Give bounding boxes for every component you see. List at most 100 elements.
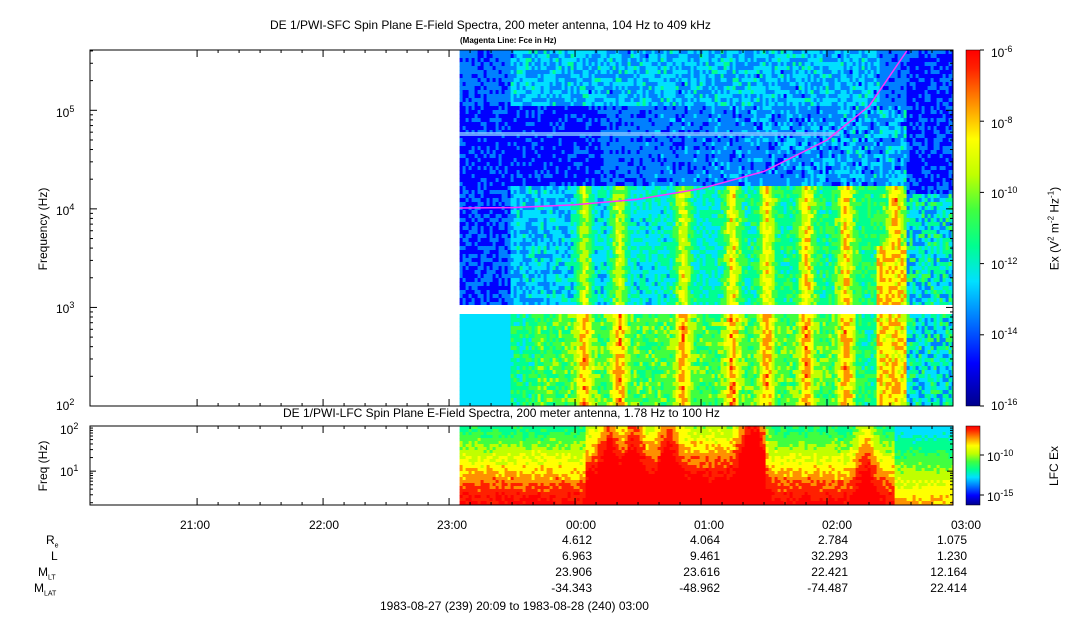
sfc-pixel	[603, 190, 608, 195]
sfc-pixel	[588, 246, 593, 251]
sfc-pixel	[564, 270, 569, 275]
sfc-pixel	[582, 114, 587, 119]
sfc-pixel	[549, 370, 554, 375]
sfc-pixel	[510, 126, 515, 131]
sfc-pixel	[528, 162, 533, 167]
sfc-pixel	[474, 178, 479, 183]
sfc-pixel	[579, 90, 584, 95]
sfc-pixel	[465, 138, 470, 143]
sfc-pixel	[468, 54, 473, 59]
sfc-pixel	[468, 334, 473, 339]
sfc-pixel	[540, 114, 545, 119]
sfc-pixel	[537, 142, 542, 147]
sfc-pixel	[555, 314, 560, 319]
sfc-pixel	[501, 322, 506, 327]
sfc-pixel	[459, 362, 464, 367]
sfc-pixel	[615, 382, 620, 387]
sfc-pixel	[531, 194, 536, 199]
sfc-pixel	[462, 58, 467, 63]
sfc-pixel	[522, 98, 527, 103]
sfc-pixel	[504, 298, 509, 303]
sfc-pixel	[534, 254, 539, 259]
sfc-pixel	[522, 218, 527, 223]
sfc-pixel	[495, 74, 500, 79]
sfc-pixel	[519, 342, 524, 347]
sfc-pixel	[570, 82, 575, 87]
sfc-pixel	[573, 62, 578, 67]
sfc-pixel	[528, 186, 533, 191]
sfc-pixel	[468, 154, 473, 159]
sfc-pixel	[573, 334, 578, 339]
sfc-pixel	[609, 126, 614, 131]
sfc-pixel	[603, 186, 608, 191]
sfc-pixel	[573, 314, 578, 319]
sfc-pixel	[543, 318, 548, 323]
sfc-pixel	[591, 338, 596, 343]
sfc-pixel	[525, 182, 530, 187]
sfc-pixel	[468, 94, 473, 99]
sfc-pixel	[588, 86, 593, 91]
sfc-pixel	[606, 234, 611, 239]
sfc-pixel	[492, 194, 497, 199]
sfc-pixel	[549, 238, 554, 243]
sfc-pixel	[519, 398, 524, 403]
sfc-pixel	[588, 322, 593, 327]
sfc-pixel	[630, 66, 635, 71]
sfc-pixel	[597, 238, 602, 243]
sfc-pixel	[567, 258, 572, 263]
sfc-pixel	[522, 146, 527, 151]
sfc-pixel	[531, 334, 536, 339]
sfc-pixel	[495, 166, 500, 171]
sfc-pixel	[525, 122, 530, 127]
sfc-pixel	[612, 286, 617, 291]
sfc-pixel	[537, 134, 542, 139]
sfc-pixel	[471, 338, 476, 343]
sfc-pixel	[501, 362, 506, 367]
sfc-pixel	[507, 290, 512, 295]
sfc-pixel	[549, 262, 554, 267]
sfc-pixel	[630, 58, 635, 63]
sfc-pixel	[621, 262, 626, 267]
sfc-pixel	[492, 398, 497, 403]
sfc-pixel	[606, 62, 611, 67]
sfc-pixel	[462, 158, 467, 163]
sfc-pixel	[627, 278, 632, 283]
sfc-pixel	[519, 378, 524, 383]
sfc-pixel	[582, 146, 587, 151]
sfc-pixel	[627, 226, 632, 231]
sfc-pixel	[612, 314, 617, 319]
sfc-pixel	[567, 390, 572, 395]
sfc-pixel	[564, 250, 569, 255]
sfc-pixel	[612, 198, 617, 203]
sfc-pixel	[471, 262, 476, 267]
sfc-pixel	[480, 178, 485, 183]
sfc-pixel	[471, 246, 476, 251]
sfc-pixel	[579, 98, 584, 103]
sfc-pixel	[534, 238, 539, 243]
sfc-pixel	[564, 66, 569, 71]
sfc-pixel	[546, 238, 551, 243]
sfc-pixel	[492, 350, 497, 355]
sfc-pixel	[567, 114, 572, 119]
sfc-pixel	[525, 378, 530, 383]
sfc-pixel	[561, 398, 566, 403]
sfc-pixel	[579, 258, 584, 263]
sfc-pixel	[624, 222, 629, 227]
sfc-pixel	[540, 374, 545, 379]
sfc-pixel	[576, 118, 581, 123]
sfc-pixel	[615, 182, 620, 187]
sfc-pixel	[483, 378, 488, 383]
sfc-pixel	[588, 194, 593, 199]
sfc-pixel	[558, 54, 563, 59]
sfc-pixel	[465, 254, 470, 259]
sfc-pixel	[573, 318, 578, 323]
sfc-pixel	[585, 190, 590, 195]
sfc-pixel	[531, 110, 536, 115]
sfc-pixel	[504, 338, 509, 343]
sfc-pixel	[525, 106, 530, 111]
sfc-pixel	[462, 350, 467, 355]
sfc-pixel	[534, 110, 539, 115]
sfc-pixel	[594, 222, 599, 227]
sfc-pixel	[501, 178, 506, 183]
sfc-pixel	[522, 230, 527, 235]
